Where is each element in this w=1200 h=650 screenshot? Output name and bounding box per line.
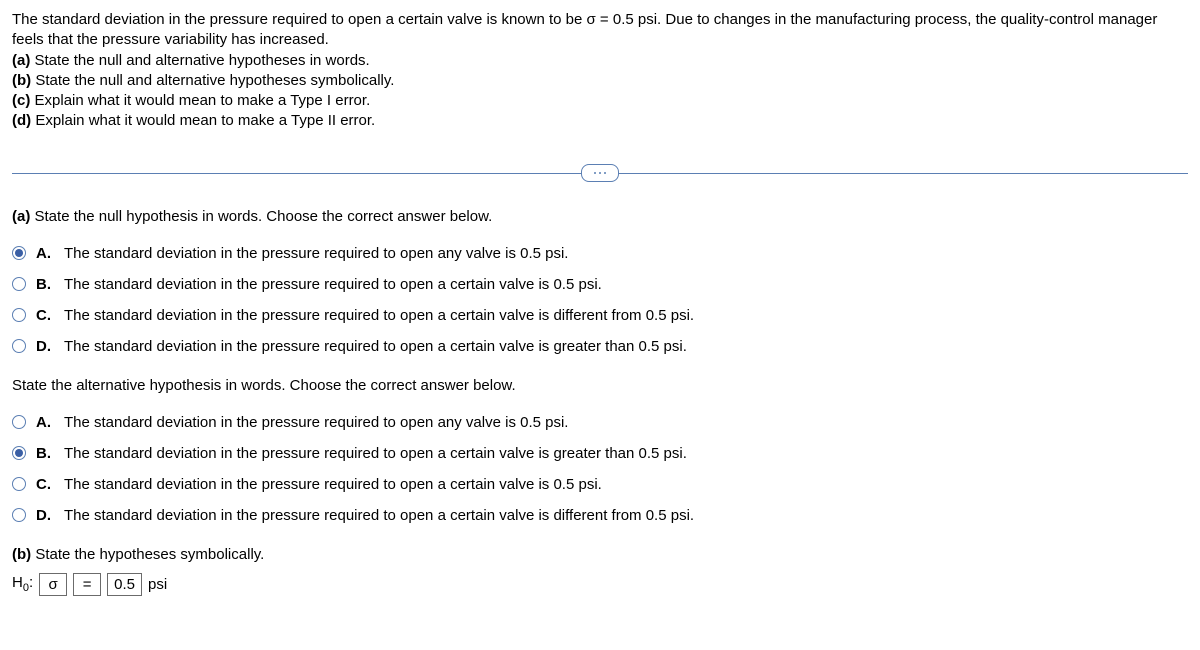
option-letter: D.	[36, 507, 54, 524]
section-divider[interactable]	[12, 162, 1188, 184]
operator-input[interactable]: =	[73, 573, 101, 596]
option-text: The standard deviation in the pressure r…	[64, 445, 1188, 462]
option-text: The standard deviation in the pressure r…	[64, 245, 1188, 262]
sigma-input[interactable]: σ	[39, 573, 67, 596]
radio-icon[interactable]	[12, 508, 26, 522]
h0-colon: :	[29, 574, 33, 591]
option-text: The standard deviation in the pressure r…	[64, 307, 1188, 324]
q2-option-a[interactable]: A. The standard deviation in the pressur…	[12, 414, 1188, 431]
option-letter: B.	[36, 445, 54, 462]
problem-d-text: Explain what it would mean to make a Typ…	[31, 112, 375, 129]
q2-option-b[interactable]: B. The standard deviation in the pressur…	[12, 445, 1188, 462]
option-letter: A.	[36, 245, 54, 262]
option-text: The standard deviation in the pressure r…	[64, 338, 1188, 355]
h0-H: H	[12, 574, 23, 591]
radio-icon[interactable]	[12, 477, 26, 491]
more-icon[interactable]	[581, 164, 619, 182]
option-text: The standard deviation in the pressure r…	[64, 507, 1188, 524]
problem-b-label: (b)	[12, 72, 31, 89]
option-letter: B.	[36, 276, 54, 293]
q2-prompt: State the alternative hypothesis in word…	[12, 377, 1188, 394]
q2-option-d[interactable]: D. The standard deviation in the pressur…	[12, 507, 1188, 524]
option-text: The standard deviation in the pressure r…	[64, 276, 1188, 293]
problem-c-text: Explain what it would mean to make a Typ…	[30, 92, 370, 109]
q1-prompt: (a) State the null hypothesis in words. …	[12, 208, 1188, 225]
q1-text: State the null hypothesis in words. Choo…	[30, 208, 492, 225]
q1-option-a[interactable]: A. The standard deviation in the pressur…	[12, 245, 1188, 262]
part-b-text: State the hypotheses symbolically.	[31, 546, 264, 563]
h0-label: H0:	[12, 574, 33, 594]
problem-d-label: (d)	[12, 112, 31, 129]
part-b-prompt: (b) State the hypotheses symbolically.	[12, 546, 1188, 563]
radio-icon[interactable]	[12, 277, 26, 291]
q1-options: A. The standard deviation in the pressur…	[12, 245, 1188, 355]
option-letter: D.	[36, 338, 54, 355]
q2-option-c[interactable]: C. The standard deviation in the pressur…	[12, 476, 1188, 493]
radio-icon[interactable]	[12, 339, 26, 353]
q1-label: (a)	[12, 208, 30, 225]
q1-option-d[interactable]: D. The standard deviation in the pressur…	[12, 338, 1188, 355]
q2-options: A. The standard deviation in the pressur…	[12, 414, 1188, 524]
h0-row: H0: σ = 0.5 psi	[12, 573, 1188, 596]
value-input[interactable]: 0.5	[107, 573, 142, 596]
problem-statement: The standard deviation in the pressure r…	[12, 10, 1188, 132]
option-text: The standard deviation in the pressure r…	[64, 414, 1188, 431]
option-letter: C.	[36, 307, 54, 324]
part-b-label: (b)	[12, 546, 31, 563]
problem-intro: The standard deviation in the pressure r…	[12, 11, 1157, 48]
option-text: The standard deviation in the pressure r…	[64, 476, 1188, 493]
radio-icon[interactable]	[12, 308, 26, 322]
page: The standard deviation in the pressure r…	[0, 0, 1200, 650]
problem-a-label: (a)	[12, 52, 30, 69]
q1-option-c[interactable]: C. The standard deviation in the pressur…	[12, 307, 1188, 324]
problem-a-text: State the null and alternative hypothese…	[30, 52, 369, 69]
radio-selected-icon[interactable]	[12, 446, 26, 460]
unit-psi: psi	[148, 576, 167, 593]
radio-icon[interactable]	[12, 415, 26, 429]
option-letter: C.	[36, 476, 54, 493]
problem-b-text: State the null and alternative hypothese…	[31, 72, 394, 89]
q1-option-b[interactable]: B. The standard deviation in the pressur…	[12, 276, 1188, 293]
option-letter: A.	[36, 414, 54, 431]
radio-selected-icon[interactable]	[12, 246, 26, 260]
problem-c-label: (c)	[12, 92, 30, 109]
